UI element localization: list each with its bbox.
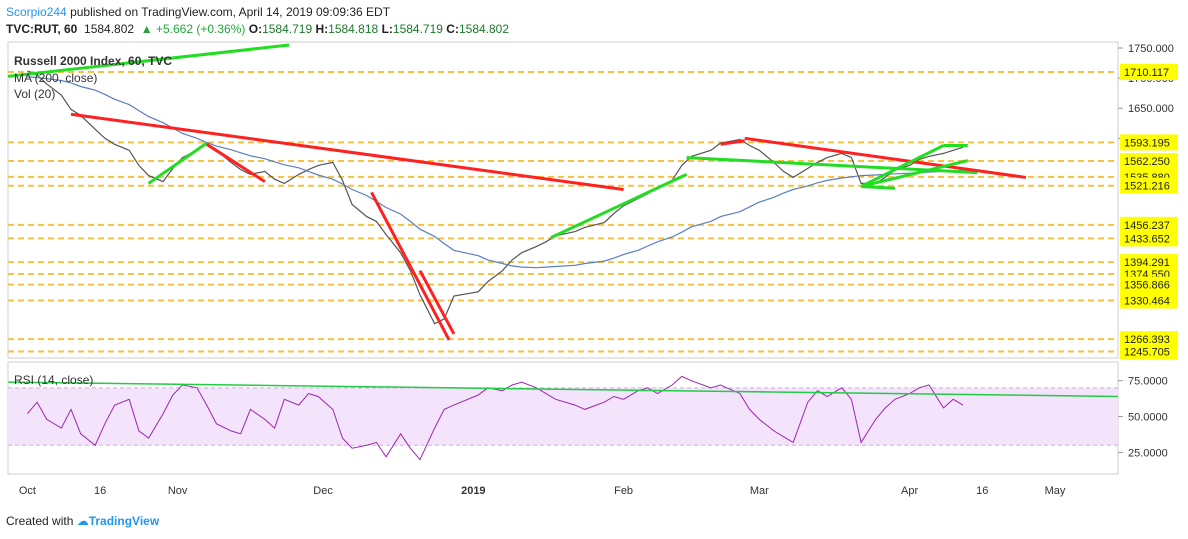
level-tag [1120,216,1178,233]
x-axis-label: Apr [901,485,918,497]
rsi-pane [7,375,1119,461]
rsi-axis-label: 50.0000 [1128,412,1168,424]
change-value: ▲ +5.662 (+0.36%) [141,22,246,36]
red-trendline [418,270,456,335]
green-trendline [550,173,688,239]
rsi-trendline [7,381,1119,398]
x-axis-label: Feb [614,485,633,497]
red-trendline [744,136,1027,179]
price-axis-label: 1750.000 [1128,43,1174,55]
red-trendline [370,191,451,341]
low-label: L: [381,22,393,36]
price-line [27,70,964,325]
x-axis-label: Mar [750,485,769,497]
rsi-band [8,387,1118,446]
x-axis-label: 16 [94,485,106,497]
tradingview-logo-icon[interactable]: ☁ [76,514,89,528]
open-label: O: [248,22,263,36]
green-trendline [860,144,945,188]
low-value: 1584.719 [392,22,443,36]
symbol-label: TVC:RUT, 60 [6,22,78,36]
published-text: published on TradingView.com, April 14, … [70,5,391,19]
open-value: 1584.719 [262,22,313,36]
close-label: C: [446,22,459,36]
level-tag [1120,230,1178,247]
price-pane-frame [7,41,1119,359]
red-trendline [70,112,624,191]
level-tag-label: 1356.866 [1124,280,1170,292]
level-tag-label: 1593.195 [1124,137,1170,149]
tradingview-brand[interactable]: TradingView [88,514,160,528]
x-axis-label: 16 [976,485,988,497]
x-axis-label: Dec [313,485,333,497]
chart-text: Russell 2000 Index, 60, TVC MA (200, clo… [14,54,172,387]
green-trendline [861,184,896,190]
change-text: +5.662 (+0.36%) [155,22,246,36]
level-tag-label: 1521.216 [1124,181,1170,193]
high-label: H: [315,22,329,36]
rsi-axis-label: 25.0000 [1128,447,1168,459]
green-trendline [860,159,969,188]
level-tag [1120,177,1178,194]
level-tag [1120,64,1178,81]
level-tag-label: 1245.705 [1124,347,1170,359]
ma-legend: MA (200, close) [14,71,97,85]
level-tag [1120,331,1178,348]
red-trendline [205,143,266,183]
rsi-axis-label: 75.0000 [1128,376,1168,388]
level-tag-label: 1266.393 [1124,334,1170,346]
created-with-text: Created with [6,514,74,528]
level-tag-label: 1562.250 [1124,156,1170,168]
high-value: 1584.818 [328,22,379,36]
green-trendline [7,43,290,78]
publish-info: Scorpio244 published on TradingView.com,… [6,5,390,19]
ohlc-line: TVC:RUT, 60 1584.802 ▲ +5.662 (+0.36%) O… [6,22,509,36]
x-axis-label: Oct [19,485,36,497]
last-price: 1584.802 [84,22,135,36]
level-tag [1120,343,1178,360]
author-link[interactable]: Scorpio244 [6,5,67,19]
vol-legend: Vol (20) [14,87,55,101]
level-tag [1120,153,1178,170]
axes: 1750.0001700.0001650.0001600.0001710.117… [19,43,1178,497]
level-tag [1120,292,1178,309]
level-tag-label: 1330.464 [1124,296,1170,308]
x-axis-label: May [1045,485,1066,497]
up-triangle-icon: ▲ [140,22,153,36]
level-tag [1120,134,1178,151]
price-axis-label: 1650.000 [1128,103,1174,115]
footer: Created with ☁TradingView [6,514,159,528]
close-value: 1584.802 [458,22,510,36]
rsi-legend: RSI (14, close) [14,373,93,387]
chart-title: Russell 2000 Index, 60, TVC [14,54,172,68]
red-trendline [720,139,745,146]
x-axis-label: 2019 [461,485,485,497]
x-axis-label: Nov [168,485,188,497]
level-tag-label: 1710.117 [1124,67,1169,79]
level-tag [1120,276,1178,293]
price-pane [7,43,1118,353]
level-tag-label: 1456.237 [1124,220,1170,232]
green-trendline [147,141,208,185]
level-tag-label: 1433.652 [1124,233,1170,245]
